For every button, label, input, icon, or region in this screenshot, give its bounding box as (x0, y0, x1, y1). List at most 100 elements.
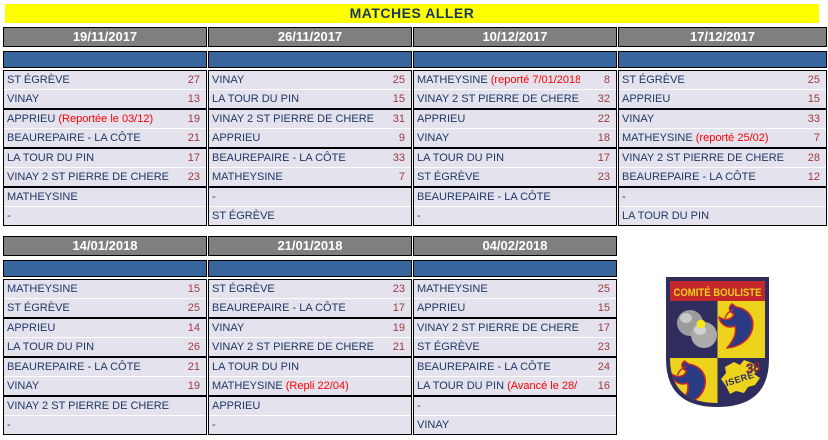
score-value (375, 377, 411, 395)
match-list: MATHEYSINE 15 ST ÉGRÈVE 25 APPRIEU 14 LA… (3, 279, 207, 435)
match-row: VINAY 2 ST PIERRE DE CHERE 28 (619, 149, 826, 168)
match-row: MATHEYSINE (Repli 22/04) (209, 377, 411, 397)
separator-row (208, 51, 412, 68)
match-row: APPRIEU 15 (414, 299, 616, 319)
page-title: MATCHES ALLER (5, 4, 819, 23)
team-name: LA TOUR DU PIN (417, 152, 505, 164)
team-name: APPRIEU (417, 113, 466, 125)
team-name: APPRIEU (7, 322, 56, 334)
date-column: 14/01/2018 MATHEYSINE 15 ST ÉGRÈVE 25 AP… (3, 236, 207, 435)
comite-bouliste-isere-logo: COMITÉ BOULISTE ISERE 38 (666, 277, 769, 407)
match-row: VINAY 2 ST PIERRE DE CHERE 21 (209, 338, 411, 358)
score-value (170, 397, 206, 415)
match-list: ST ÉGRÈVE 23 BEAUREPAIRE - LA CÔTE 17 VI… (208, 279, 412, 435)
match-row: MATHEYSINE 25 (414, 280, 616, 299)
team-name: MATHEYSINE (7, 283, 78, 295)
match-row: LA TOUR DU PIN (Avancé le 28/ 16 (414, 377, 616, 397)
match-row: - (414, 207, 616, 225)
score-value: 17 (597, 152, 610, 164)
score-value (580, 397, 616, 415)
match-list: ST ÉGRÈVE 25 APPRIEU 15 VINAY 33 MATHEYS… (618, 70, 827, 226)
date-column: 19/11/2017 ST ÉGRÈVE 27 VINAY 13 APPRIEU… (3, 27, 207, 226)
team-name: APPRIEU (7, 113, 59, 125)
team-name: LA TOUR DU PIN (622, 210, 710, 222)
team-name: VINAY 2 ST PIERRE DE CHERE (417, 322, 579, 334)
match-row: LA TOUR DU PIN 17 (4, 149, 206, 168)
score-value: 26 (187, 341, 200, 353)
score-value (375, 207, 411, 225)
match-row: ST ÉGRÈVE 27 (4, 71, 206, 90)
team-name: LA TOUR DU PIN (212, 361, 300, 373)
separator-row (618, 51, 827, 68)
match-row: - (619, 188, 826, 207)
score-value (170, 207, 206, 225)
match-list: ST ÉGRÈVE 27 VINAY 13 APPRIEU (Reportée … (3, 70, 207, 226)
match-row: BEAUREPAIRE - LA CÔTE (414, 188, 616, 207)
match-row: APPRIEU 14 (4, 319, 206, 338)
score-value: 9 (398, 132, 405, 144)
score-value: 25 (187, 302, 200, 314)
score-value: 21 (187, 132, 200, 144)
logo-banner-text: COMITÉ BOULISTE (674, 286, 762, 299)
match-row: MATHEYSINE 7 (209, 168, 411, 188)
score-value: 18 (597, 132, 610, 144)
score-value: 33 (392, 152, 405, 164)
match-row: VINAY 25 (209, 71, 411, 90)
score-value: 19 (187, 380, 200, 392)
isere-map-shape: ISERE 38 (721, 358, 763, 394)
boules-icon (677, 310, 717, 348)
score-value: 15 (187, 283, 200, 295)
match-row: BEAUREPAIRE - LA CÔTE 17 (209, 299, 411, 319)
match-row: LA TOUR DU PIN (619, 207, 826, 225)
match-row: APPRIEU 9 (209, 129, 411, 149)
match-row: BEAUREPAIRE - LA CÔTE 21 (4, 358, 206, 377)
team-name: APPRIEU (417, 302, 466, 314)
team-name: VINAY 2 ST PIERRE DE CHERE (7, 171, 169, 183)
score-value: 8 (603, 74, 610, 86)
team-name: - (7, 210, 11, 222)
match-row: - (4, 416, 206, 434)
team-name: VINAY 2 ST PIERRE DE CHERE (212, 113, 374, 125)
team-name: ST ÉGRÈVE (417, 341, 480, 353)
logo-banner (670, 281, 765, 301)
separator-row (413, 260, 617, 277)
date-header: 26/11/2017 (208, 27, 412, 47)
date-header: 21/01/2018 (208, 236, 412, 256)
team-name: LA TOUR DU PIN (7, 341, 95, 353)
team-name: APPRIEU (212, 400, 261, 412)
team-name: - (212, 419, 216, 431)
score-value: 12 (807, 171, 820, 183)
separator-row (208, 260, 412, 277)
date-header: 19/11/2017 (3, 27, 207, 47)
score-value (375, 188, 411, 206)
match-row: - (209, 188, 411, 207)
team-name: BEAUREPAIRE - LA CÔTE (212, 152, 346, 164)
team-name: BEAUREPAIRE - LA CÔTE (212, 302, 346, 314)
team-name: VINAY 2 ST PIERRE DE CHERE (417, 93, 579, 105)
team-name: VINAY (212, 74, 245, 86)
score-value: 32 (597, 93, 610, 105)
match-row: - (414, 397, 616, 416)
match-row: APPRIEU 22 (414, 110, 616, 129)
score-value: 7 (813, 132, 820, 144)
match-row: BEAUREPAIRE - LA CÔTE 24 (414, 358, 616, 377)
score-value (375, 416, 411, 434)
match-row: ST ÉGRÈVE 25 (4, 299, 206, 319)
date-header: 17/12/2017 (618, 27, 827, 47)
match-note: (reporté 7/01/2018 (490, 74, 580, 86)
score-value (580, 416, 616, 434)
score-value: 19 (187, 113, 200, 125)
score-value: 33 (807, 113, 820, 125)
score-value (375, 358, 411, 376)
match-note: (Avancé le 28/ (507, 380, 578, 392)
score-value: 17 (187, 152, 200, 164)
score-value (580, 207, 616, 225)
team-name: VINAY 2 ST PIERRE DE CHERE (622, 152, 784, 164)
team-name: LA TOUR DU PIN (212, 93, 300, 105)
match-note: (Repli 22/04) (285, 380, 349, 392)
date-header: 10/12/2017 (413, 27, 617, 47)
date-header: 14/01/2018 (3, 236, 207, 256)
team-name: VINAY (622, 113, 655, 125)
score-value: 19 (392, 322, 405, 334)
score-value: 7 (398, 171, 405, 183)
